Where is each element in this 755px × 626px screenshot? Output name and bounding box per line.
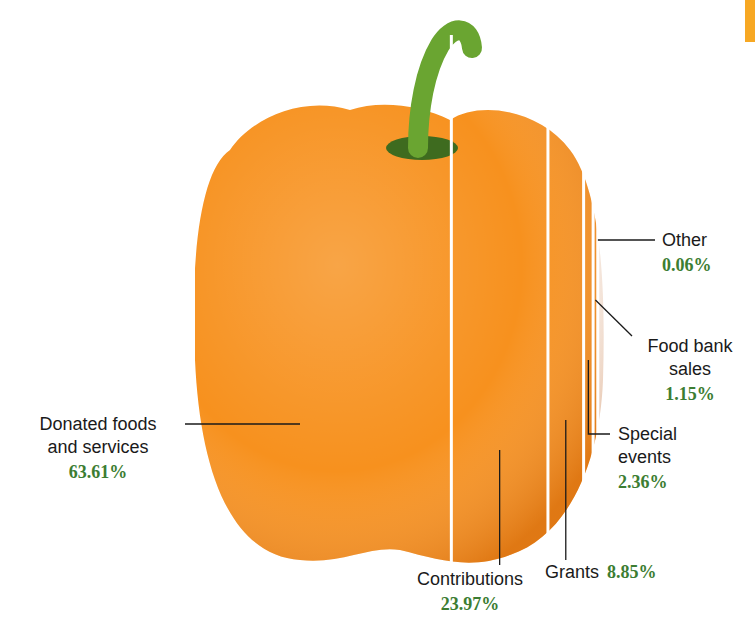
- corner-tab: [745, 0, 755, 42]
- segment: [451, 0, 548, 626]
- value-label: 2.36%: [618, 472, 668, 492]
- segment-divider: [592, 35, 595, 565]
- segment-divider: [450, 35, 453, 565]
- category-label-line: Other: [662, 230, 707, 250]
- value-label: 0.06%: [662, 255, 712, 275]
- category-label-line: Special: [618, 424, 677, 444]
- category-label-line: events: [618, 447, 671, 467]
- chart: Donated foods and services 63.61% Contribut…: [0, 0, 755, 626]
- pepper-shading: [194, 105, 604, 563]
- category-label: Donated foods and services: [39, 414, 156, 457]
- value-label: 8.85%: [607, 562, 657, 582]
- leader-line: [499, 450, 500, 565]
- leader-line: [185, 423, 300, 424]
- category-label-line: Donated foods: [39, 414, 156, 434]
- value-label: 63.61%: [69, 462, 128, 482]
- category-label: Special events: [618, 424, 677, 467]
- category-label-line: Contributions: [417, 569, 523, 589]
- category-label-line: and services: [47, 437, 148, 457]
- category-label-line: Food bank: [647, 336, 733, 356]
- segment-divider: [582, 35, 585, 565]
- leader-line: [588, 360, 610, 434]
- segments: [195, 0, 598, 626]
- category-label: Food bank sales: [647, 336, 733, 379]
- value-label: 1.15%: [665, 384, 715, 404]
- category-label-line: Grants: [545, 562, 599, 582]
- leader-line: [598, 239, 655, 240]
- category-label-line: sales: [669, 359, 711, 379]
- category-label: Contributions: [417, 569, 523, 589]
- value-label: 23.97%: [441, 594, 500, 614]
- leader-line: [595, 300, 632, 336]
- category-label: Grants: [545, 562, 599, 582]
- segment: [597, 0, 598, 626]
- segment-divider: [596, 35, 599, 565]
- leader-line: [565, 420, 566, 560]
- labels: Donated foods and services 63.61% Contribut…: [39, 230, 733, 614]
- segment-divider: [546, 35, 549, 565]
- segment: [548, 0, 584, 626]
- category-label: Other: [662, 230, 707, 250]
- segment: [584, 0, 594, 626]
- pepper-stem: [418, 30, 472, 148]
- segment: [593, 0, 598, 626]
